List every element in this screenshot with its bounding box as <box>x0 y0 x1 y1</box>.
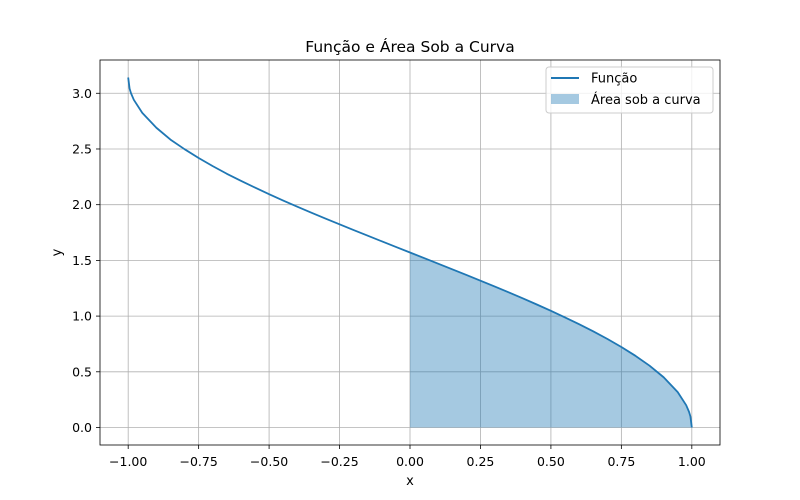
area-layer <box>410 252 692 428</box>
x-tick-label: 0.50 <box>537 454 565 469</box>
area-under-curve <box>410 252 692 428</box>
x-axis-ticks: −1.00 −0.75 −0.50 −0.25 0.00 0.25 0.50 0.75 1.00 <box>109 445 706 469</box>
legend-label-function: Função <box>591 72 637 87</box>
y-axis-label: y <box>50 248 65 256</box>
y-axis-ticks: 0.0 0.5 1.0 1.5 2.0 2.5 3.0 <box>72 86 100 435</box>
y-tick-label: 2.0 <box>72 197 92 212</box>
x-tick-label: 1.00 <box>678 454 706 469</box>
y-tick-label: 0.0 <box>72 420 92 435</box>
x-tick-label: 0.25 <box>467 454 495 469</box>
x-tick-label: 0.75 <box>607 454 635 469</box>
legend-label-area: Área sob a curva <box>591 92 701 108</box>
x-tick-label: −0.50 <box>250 454 288 469</box>
y-tick-label: 2.5 <box>72 141 92 156</box>
chart-title: Função e Área Sob a Curva <box>305 37 514 56</box>
x-tick-label: −1.00 <box>109 454 147 469</box>
y-tick-label: 3.0 <box>72 86 92 101</box>
line-layer <box>127 77 693 428</box>
legend-area-swatch <box>551 94 579 104</box>
legend: Função Área sob a curva <box>545 66 714 114</box>
function-line <box>127 77 693 428</box>
x-axis-label: x <box>406 474 414 489</box>
y-tick-label: 0.5 <box>72 364 92 379</box>
grid-lines <box>100 60 720 445</box>
x-tick-label: −0.25 <box>320 454 358 469</box>
legend-frame <box>545 66 714 114</box>
y-tick-label: 1.0 <box>72 309 92 324</box>
x-tick-label: 0.00 <box>396 454 424 469</box>
x-tick-label: −0.75 <box>179 454 217 469</box>
y-tick-label: 1.5 <box>72 253 92 268</box>
